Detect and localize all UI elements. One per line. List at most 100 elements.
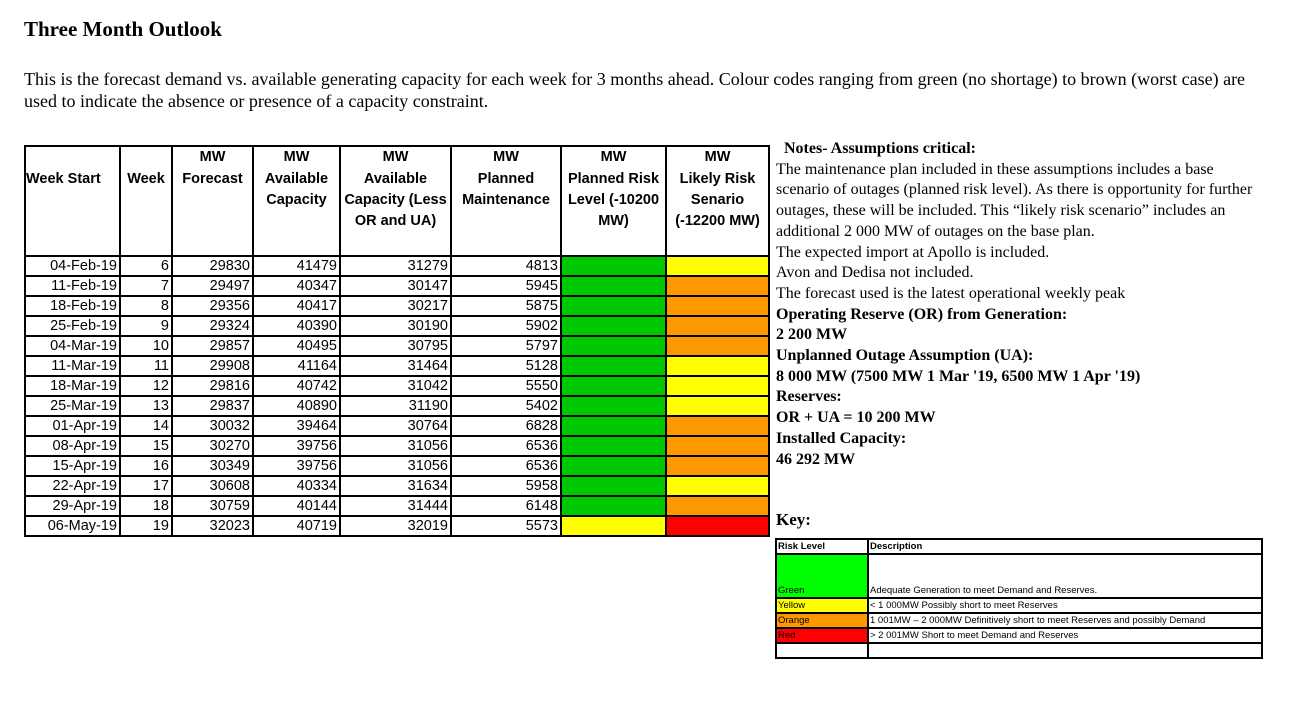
table-row: 04-Feb-19 6 29830 41479 31279 4813 [24, 255, 770, 277]
notes-p4: The forecast used is the latest operatio… [776, 284, 1126, 302]
cell-available-less: 30217 [339, 295, 452, 317]
notes-panel: Notes- Assumptions critical: The mainten… [776, 139, 1266, 470]
table-row: 25-Feb-19 9 29324 40390 30190 5902 [24, 315, 770, 337]
cell-week-start: 25-Feb-19 [24, 315, 121, 337]
planned-risk-cell [560, 355, 667, 377]
cell-week: 14 [119, 415, 173, 437]
cell-week-start: 18-Mar-19 [24, 375, 121, 397]
unit-header: MW [665, 145, 770, 169]
units-row: MW MW MW MW MW MW [24, 145, 770, 169]
table-row: 18-Feb-19 8 29356 40417 30217 5875 [24, 295, 770, 317]
cell-week-start: 04-Feb-19 [24, 255, 121, 277]
planned-risk-cell [560, 335, 667, 357]
cell-available-less: 30147 [339, 275, 452, 297]
cell-week-start: 01-Apr-19 [24, 415, 121, 437]
cell-available: 39756 [252, 455, 341, 477]
installed-value: 46 292 MW [776, 450, 856, 468]
cell-available: 40890 [252, 395, 341, 417]
table-row: 01-Apr-19 14 30032 39464 30764 6828 [24, 415, 770, 437]
key-description-empty [867, 642, 1263, 659]
column-header: Planned Risk Level (-10200 MW) [560, 169, 667, 257]
planned-risk-cell [560, 255, 667, 277]
cell-week-start: 04-Mar-19 [24, 335, 121, 357]
planned-risk-cell [560, 275, 667, 297]
planned-risk-cell [560, 475, 667, 497]
likely-risk-cell [665, 335, 770, 357]
cell-available-less: 30764 [339, 415, 452, 437]
header-row: Week Start Week Forecast Available Capacity… [24, 169, 770, 257]
likely-risk-cell [665, 455, 770, 477]
cell-maintenance: 6536 [450, 435, 562, 457]
table-row: 18-Mar-19 12 29816 40742 31042 5550 [24, 375, 770, 397]
table-row: 15-Apr-19 16 30349 39756 31056 6536 [24, 455, 770, 477]
likely-risk-cell [665, 275, 770, 297]
cell-week: 13 [119, 395, 173, 417]
cell-maintenance: 5573 [450, 515, 562, 537]
planned-risk-cell [560, 375, 667, 397]
cell-available-less: 31634 [339, 475, 452, 497]
column-header: Likely Risk Senario (-12200 MW) [665, 169, 770, 257]
cell-available-less: 32019 [339, 515, 452, 537]
planned-risk-cell [560, 495, 667, 517]
column-header: Planned Maintenance [450, 169, 562, 257]
cell-available-less: 30795 [339, 335, 452, 357]
key-description: Adequate Generation to meet Demand and R… [867, 553, 1263, 599]
table-row: 04-Mar-19 10 29857 40495 30795 5797 [24, 335, 770, 357]
likely-risk-cell [665, 255, 770, 277]
likely-risk-cell [665, 355, 770, 377]
key-row: Green Adequate Generation to meet Demand … [775, 553, 1263, 599]
table-row: 11-Feb-19 7 29497 40347 30147 5945 [24, 275, 770, 297]
cell-available: 41164 [252, 355, 341, 377]
ua-value: 8 000 MW (7500 MW 1 Mar '19, 6500 MW 1 A… [776, 367, 1141, 385]
cell-available: 39756 [252, 435, 341, 457]
cell-forecast: 30032 [171, 415, 254, 437]
cell-week: 7 [119, 275, 173, 297]
cell-week: 6 [119, 255, 173, 277]
key-level: Red [775, 627, 869, 644]
or-value: 2 200 MW [776, 326, 848, 344]
key-header-description: Description [867, 538, 1263, 555]
cell-available: 39464 [252, 415, 341, 437]
cell-maintenance: 5875 [450, 295, 562, 317]
notes-p1: The maintenance plan included in these a… [776, 160, 1253, 240]
cell-week-start: 29-Apr-19 [24, 495, 121, 517]
cell-week-start: 22-Apr-19 [24, 475, 121, 497]
column-header: Week [119, 169, 173, 257]
notes-heading: Notes- Assumptions critical: [784, 140, 976, 157]
outlook-table: MW MW MW MW MW MW Week Start Week Forecast Avail… [24, 145, 770, 537]
cell-week: 11 [119, 355, 173, 377]
cell-forecast: 29837 [171, 395, 254, 417]
likely-risk-cell [665, 415, 770, 437]
planned-risk-cell [560, 315, 667, 337]
unit-header: MW [450, 145, 562, 169]
table-row: 08-Apr-19 15 30270 39756 31056 6536 [24, 435, 770, 457]
cell-forecast: 30349 [171, 455, 254, 477]
key-level: Green [775, 553, 869, 599]
cell-forecast: 29816 [171, 375, 254, 397]
planned-risk-cell [560, 415, 667, 437]
cell-week-start: 11-Mar-19 [24, 355, 121, 377]
key-level-empty [775, 642, 869, 659]
cell-maintenance: 6536 [450, 455, 562, 477]
planned-risk-cell [560, 295, 667, 317]
table-row: 06-May-19 19 32023 40719 32019 5573 [24, 515, 770, 537]
cell-maintenance: 5958 [450, 475, 562, 497]
cell-forecast: 30608 [171, 475, 254, 497]
likely-risk-cell [665, 475, 770, 497]
cell-available-less: 31190 [339, 395, 452, 417]
unit-header: MW [339, 145, 452, 169]
cell-week-start: 15-Apr-19 [24, 455, 121, 477]
cell-forecast: 30270 [171, 435, 254, 457]
or-label: Operating Reserve (OR) from Generation: [776, 305, 1068, 323]
cell-available-less: 31464 [339, 355, 452, 377]
likely-risk-cell [665, 515, 770, 537]
table-row: 11-Mar-19 11 29908 41164 31464 5128 [24, 355, 770, 377]
planned-risk-cell [560, 435, 667, 457]
cell-week: 15 [119, 435, 173, 457]
installed-label: Installed Capacity: [776, 429, 907, 447]
column-header: Week Start [24, 169, 121, 257]
cell-available: 40417 [252, 295, 341, 317]
cell-week: 8 [119, 295, 173, 317]
table-row: 25-Mar-19 13 29837 40890 31190 5402 [24, 395, 770, 417]
cell-maintenance: 6828 [450, 415, 562, 437]
